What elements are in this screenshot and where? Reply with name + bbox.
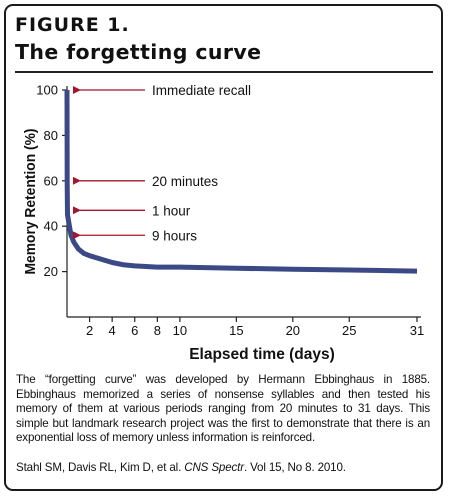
figure-citation: Stahl SM, Davis RL, Kim D, et al. CNS Sp… [16,461,436,474]
citation-details: . Vol 15, No 8. 2010. [243,461,346,474]
curve-line-0 [64,89,418,274]
y-axis-title: Memory Retention (%) [23,128,39,274]
x-tick-label-15: 15 [229,323,243,338]
x-tick-label-25: 25 [342,323,356,338]
y-tick-label-40: 40 [44,219,58,234]
x-tick-label-31: 31 [410,323,424,338]
figure-title: The forgetting curve [15,40,262,64]
annotation-label-2: 1 hour [152,203,191,218]
figure-label: FIGURE 1. [15,14,130,36]
forgetting-curve-chart: 20 40 60 80 100 2 4 6 8 10 15 20 25 31 Elapsed time (d… [23,83,424,364]
x-tick-label-8: 8 [154,323,161,338]
y-tick-label-60: 60 [44,173,58,188]
citation-authors: Stahl SM, Davis RL, Kim D, et al. [16,461,185,474]
y-tick-label-20: 20 [44,264,58,279]
annotation-label-1: 20 minutes [152,174,218,189]
x-tick-label-2: 2 [86,323,93,338]
x-axis-title: Elapsed time (days) [189,346,335,363]
title-divider [15,71,433,73]
y-tick-label-80: 80 [44,128,58,143]
x-tick-label-4: 4 [109,323,116,338]
x-tick-label-10: 10 [173,323,187,338]
annotation-label-3: 9 hours [152,228,197,243]
annotation-label-0: Immediate recall [152,83,251,98]
figure-caption: The “forgetting curve” was developed by … [16,373,430,445]
y-tick-label-100: 100 [36,83,58,98]
citation-journal: CNS Spectr [184,461,244,474]
x-tick-label-6: 6 [131,323,138,338]
x-tick-label-20: 20 [286,323,300,338]
